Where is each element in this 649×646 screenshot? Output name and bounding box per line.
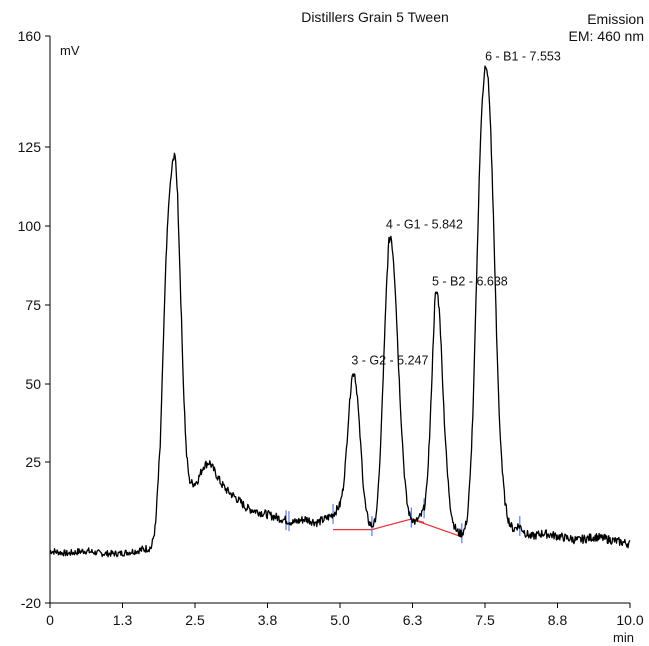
x-tick-label: 7.5 bbox=[475, 612, 495, 628]
x-tick-label: 6.3 bbox=[403, 612, 423, 628]
x-tick-label: 10.0 bbox=[616, 612, 643, 628]
baseline-segment bbox=[333, 518, 462, 538]
y-tick-label: 100 bbox=[18, 218, 42, 234]
peak-label: 5 - B2 - 6.638 bbox=[432, 274, 508, 288]
y-tick-label: 75 bbox=[25, 297, 41, 313]
chart-title: Distillers Grain 5 Tween bbox=[301, 9, 449, 25]
x-tick-label: 8.8 bbox=[548, 612, 568, 628]
x-tick-label: 5.0 bbox=[330, 612, 350, 628]
integration-baselines bbox=[333, 518, 462, 538]
peak-label: 3 - G2 - 5.247 bbox=[351, 353, 428, 367]
peak-label: 4 - G1 - 5.842 bbox=[386, 217, 463, 231]
x-tick-label: 3.8 bbox=[258, 612, 278, 628]
y-tick-label: 25 bbox=[25, 454, 41, 470]
x-tick-label: 1.3 bbox=[113, 612, 133, 628]
y-tick-label: 50 bbox=[25, 376, 41, 392]
detector-mode-label: Emission bbox=[587, 11, 644, 27]
detector-wavelength-label: EM: 460 nm bbox=[569, 28, 644, 44]
y-axis-ticks: 160 125 100 75 50 25 -20 bbox=[18, 28, 50, 611]
x-tick-label: 0 bbox=[46, 612, 54, 628]
y-tick-label: 160 bbox=[18, 28, 42, 44]
signal-trace bbox=[49, 65, 631, 558]
x-axis-unit: min bbox=[613, 630, 634, 645]
y-tick-label: -20 bbox=[21, 595, 41, 611]
x-tick-label: 2.5 bbox=[185, 612, 205, 628]
peak-labels: 3 - G2 - 5.247 4 - G1 - 5.842 5 - B2 - 6.6… bbox=[351, 50, 561, 368]
y-axis-unit: mV bbox=[60, 43, 80, 58]
y-tick-label: 125 bbox=[18, 139, 42, 155]
peak-label: 6 - B1 - 7.553 bbox=[485, 50, 561, 64]
x-axis-ticks: 0 1.3 2.5 3.8 5.0 6.3 7.5 8.8 10.0 bbox=[46, 603, 644, 628]
